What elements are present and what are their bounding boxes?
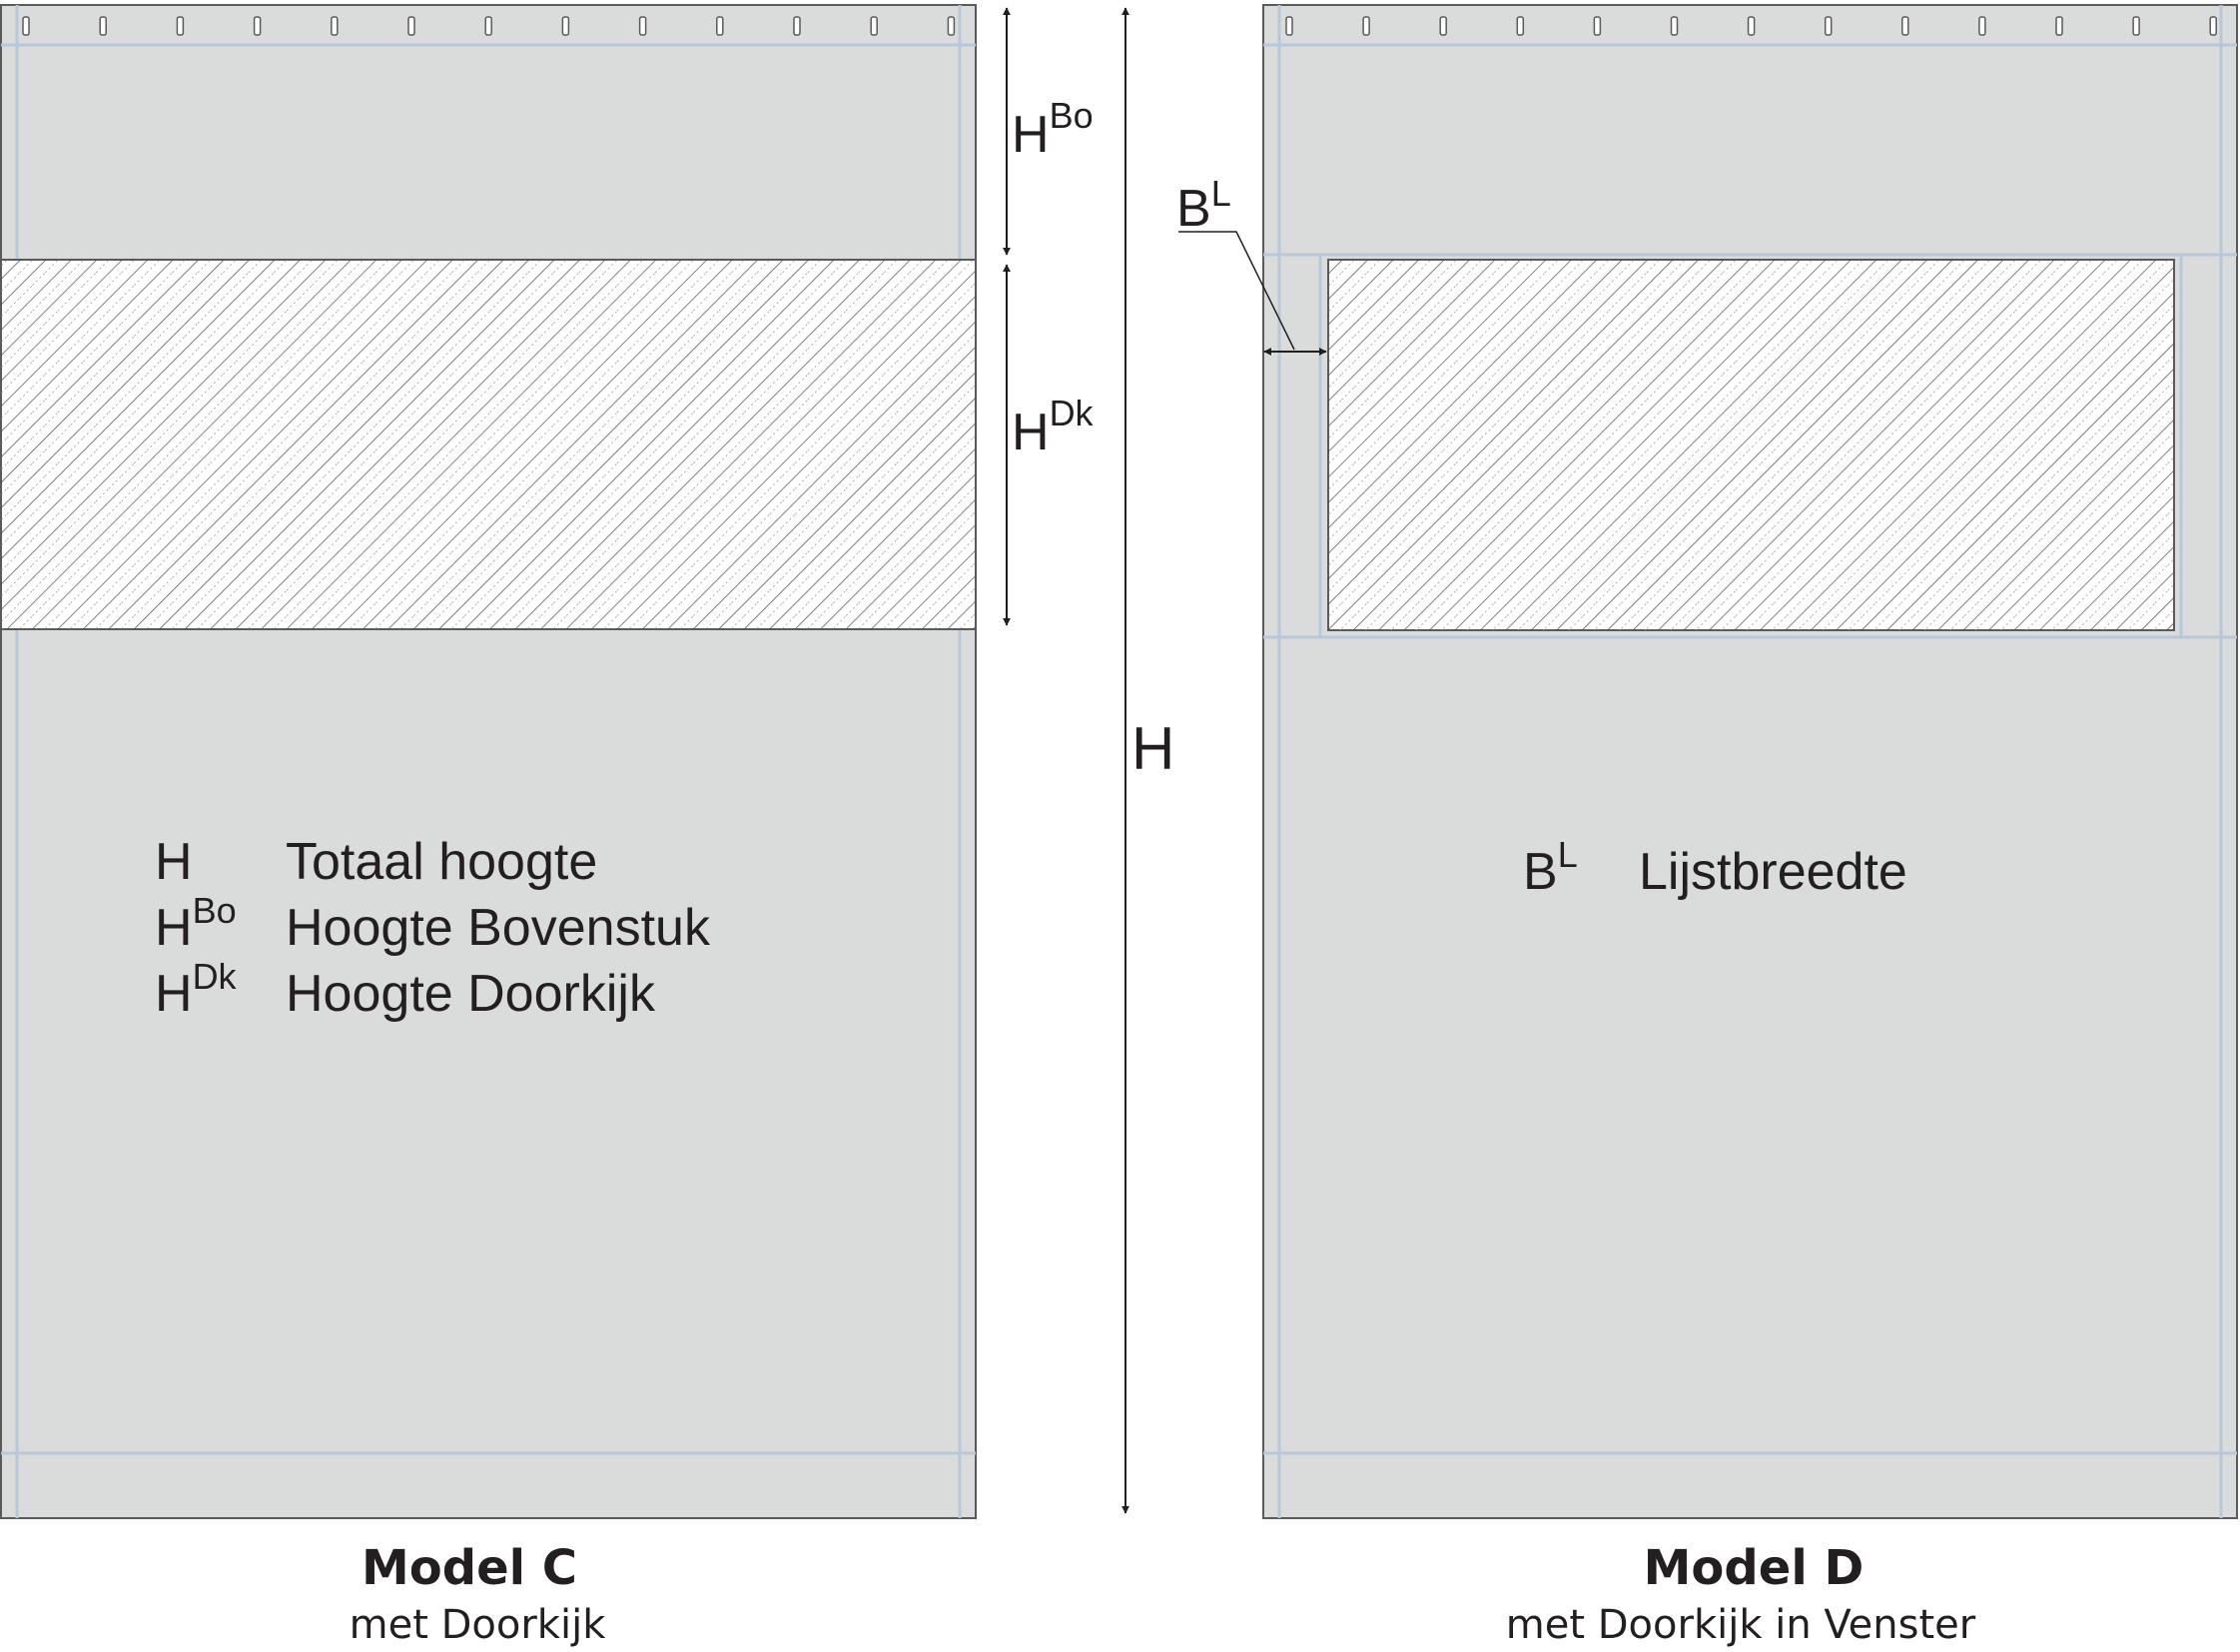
model-c-hook-slot bbox=[561, 16, 570, 36]
legend-c-row-2-symbol: HBo bbox=[155, 890, 237, 957]
model-d-subtitle: met Doorkijk in Venster bbox=[1506, 1602, 1976, 1648]
dim-h-total-label: H bbox=[1131, 715, 1174, 782]
legend-c-row-1-text: Totaal hoogte bbox=[286, 833, 597, 891]
model-c-hatch-fill bbox=[1, 260, 976, 629]
model-d-hook-slot bbox=[1439, 16, 1447, 36]
model-d-hook-slot bbox=[1901, 16, 1909, 36]
model-d-hook-slot bbox=[1516, 16, 1525, 36]
model-d-hook-slot bbox=[2132, 16, 2140, 36]
legend-d-row-1-symbol: BL bbox=[1523, 834, 1578, 901]
dimension-lines: HBo HDk H bbox=[1003, 7, 1174, 1514]
model-d-panel bbox=[1262, 4, 2238, 1519]
model-d-legend: BL Lijstbreedte bbox=[1523, 834, 1907, 901]
legend-c-row-2-text: Hoogte Bovenstuk bbox=[286, 899, 711, 957]
model-d-hook-slot bbox=[1362, 16, 1370, 36]
model-c-subtitle: met Doorkijk bbox=[350, 1602, 607, 1648]
model-d-title: Model D bbox=[1644, 1540, 1865, 1596]
dim-h-dk-label: HDk bbox=[1012, 393, 1095, 461]
model-d-hook-slot bbox=[1978, 16, 1986, 36]
model-c-hook-slot bbox=[793, 16, 801, 36]
legend-c-row-1-symbol: H bbox=[155, 833, 193, 891]
model-d-hook-slot bbox=[1824, 16, 1833, 36]
model-d-hook-slot bbox=[1285, 16, 1293, 36]
model-c-hook-slot bbox=[176, 16, 185, 36]
model-c-hook-slot bbox=[484, 16, 492, 36]
model-c-panel bbox=[0, 4, 977, 1519]
legend-c-row-3-symbol: HDk bbox=[155, 956, 238, 1023]
model-d-window-hatch bbox=[1328, 260, 2174, 630]
model-d-hook-slot bbox=[1670, 16, 1679, 36]
model-d-hook-slot bbox=[1747, 16, 1756, 36]
model-d-hook-slot bbox=[2209, 16, 2217, 36]
dim-h-bo-label: HBo bbox=[1012, 95, 1094, 164]
model-d-hook-slots bbox=[1285, 16, 2217, 36]
legend-c-row-3-text: Hoogte Doorkijk bbox=[286, 965, 656, 1023]
model-c-legend: H Totaal hoogte HBo Hoogte Bovenstuk HDk… bbox=[155, 833, 711, 1023]
model-c-hook-slot bbox=[947, 16, 956, 36]
model-c-hook-slot bbox=[99, 16, 107, 36]
model-c-hook-slot bbox=[407, 16, 415, 36]
model-c-title: Model C bbox=[362, 1540, 577, 1596]
legend-d-row-1-text: Lijstbreedte bbox=[1639, 843, 1907, 901]
model-c-hook-slot bbox=[870, 16, 878, 36]
model-d-hook-slot bbox=[1593, 16, 1602, 36]
model-c-hook-slot bbox=[253, 16, 262, 36]
dim-bl-leader bbox=[1178, 231, 1295, 351]
model-c-hook-slot bbox=[22, 16, 30, 36]
model-c-hook-slot bbox=[331, 16, 339, 36]
model-c-hook-slots bbox=[22, 16, 956, 36]
model-c-hook-slot bbox=[716, 16, 724, 36]
model-c-hook-slot bbox=[638, 16, 647, 36]
model-c-curtain-body bbox=[0, 4, 977, 1519]
dim-bl: BL bbox=[1176, 173, 1327, 356]
model-d-hook-slot bbox=[2055, 16, 2063, 36]
model-d-curtain-body bbox=[1262, 4, 2238, 1519]
dim-bl-label: BL bbox=[1176, 173, 1231, 238]
